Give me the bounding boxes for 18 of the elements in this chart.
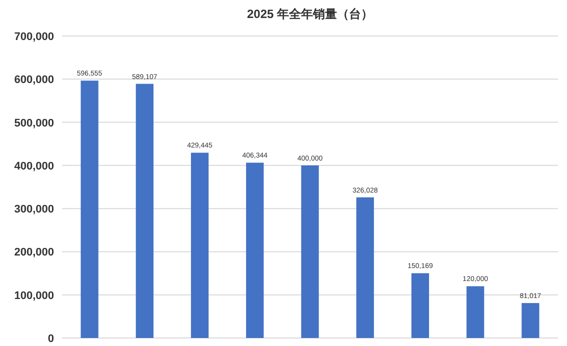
y-tick-label: 200,000 xyxy=(14,246,54,259)
y-tick-label: 700,000 xyxy=(14,31,54,43)
y-tick-label: 0 xyxy=(48,333,54,345)
y-tick-label: 100,000 xyxy=(14,290,54,302)
y-tick-label: 300,000 xyxy=(14,204,54,216)
bar xyxy=(301,165,319,338)
bar xyxy=(136,84,154,338)
bar xyxy=(466,286,484,338)
y-tick-label: 600,000 xyxy=(14,74,54,86)
bar xyxy=(80,80,98,338)
bar xyxy=(356,197,374,338)
y-tick-label: 500,000 xyxy=(14,117,54,130)
bar xyxy=(522,303,540,338)
bar xyxy=(246,162,264,338)
bar xyxy=(411,273,430,338)
bar xyxy=(190,152,209,338)
chart-title: 2025 年全年销量（台） xyxy=(246,7,374,21)
y-tick-label: 400,000 xyxy=(14,160,54,172)
